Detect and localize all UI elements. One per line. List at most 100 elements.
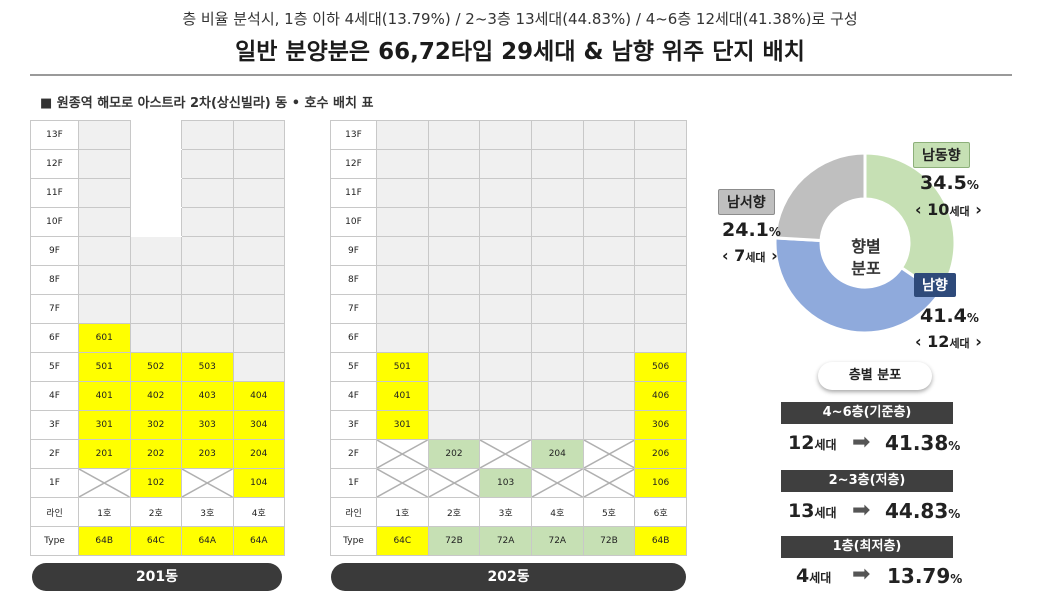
no-unit-x-icon [584, 469, 635, 497]
unit-cell-empty [479, 149, 532, 179]
no-unit-x-icon [532, 469, 583, 497]
unit-cell-empty [530, 207, 584, 237]
page-title: 일반 분양분은 66,72타입 29세대 & 남향 위주 단지 배치 [235, 39, 805, 65]
unit-cell: 404 [232, 381, 285, 411]
count-south-value: 12 [927, 332, 950, 351]
floor-count-mid-unit: 세대 [814, 438, 837, 452]
unit-cell-empty [582, 265, 636, 295]
unit-cell-empty [376, 294, 429, 324]
floor-label: 8F [30, 265, 79, 295]
unit-cell-empty [530, 149, 584, 179]
line-label: 6호 [634, 497, 687, 527]
type-row: Type 64B 64C 64A 64A [30, 526, 285, 556]
unit-cell-empty [479, 352, 532, 382]
line-label: 3호 [479, 497, 532, 527]
unit-cell-empty [232, 265, 285, 295]
floor-pct-mid-unit: % [948, 439, 961, 453]
floor-row: 9F [330, 236, 687, 266]
unit-cell: 306 [634, 410, 687, 440]
unit-cell-none [181, 468, 234, 498]
unit-cell-empty [530, 352, 584, 382]
floor-label: 8F [330, 265, 377, 295]
unit-cell-empty [530, 120, 584, 150]
unit-cell: 106 [634, 468, 687, 498]
donut-title-text: 향별 분포 [851, 237, 881, 278]
unit-cell-empty [582, 323, 636, 353]
floor-label: 10F [30, 207, 79, 237]
count-southeast-value: 10 [927, 200, 950, 219]
floor-row: 11F [30, 178, 285, 208]
unit-cell-none [376, 468, 429, 498]
type-cell: 72B [427, 526, 481, 556]
floor-bar-low: 2~3층(저층) [781, 470, 953, 492]
floor-row: 12F [30, 149, 285, 179]
unit-cell-empty [530, 410, 584, 440]
unit-cell-empty [479, 323, 532, 353]
floor-label: 11F [30, 178, 79, 208]
floor-row: 2F 201 202 203 204 [30, 439, 285, 469]
unit-cell-empty [181, 149, 234, 179]
no-unit-x-icon [182, 469, 233, 497]
line-row-label: 라인 [330, 497, 377, 527]
section-label: ■ 원종역 해모로 아스트라 2차(상신빌라) 동 • 호수 배치 표 [40, 96, 374, 111]
unit-cell: 401 [376, 381, 429, 411]
type-cell: 72A [479, 526, 532, 556]
unit-cell-none [582, 439, 636, 469]
unit-cell-empty [427, 352, 481, 382]
pct-southeast: 34.5% [920, 172, 979, 194]
unit-cell-empty [78, 178, 131, 208]
floor-label: 4F [30, 381, 79, 411]
floor-label: 1F [30, 468, 79, 498]
unit-cell-empty [376, 265, 429, 295]
donut-center-title: 향별 분포 [845, 236, 887, 280]
floor-label: 7F [330, 294, 377, 324]
line-row-label: 라인 [30, 497, 79, 527]
floor-label: 3F [330, 410, 377, 440]
floor-count-low-unit: 세대 [814, 506, 837, 520]
floor-row: 4F 401 406 [330, 381, 687, 411]
type-cell: 64B [634, 526, 687, 556]
unit-cell-empty [530, 236, 584, 266]
unit-cell-empty [530, 323, 584, 353]
floor-row: 1F 102 104 [30, 468, 285, 498]
type-cell: 72A [530, 526, 584, 556]
unit-cell-empty [479, 294, 532, 324]
type-row-label: Type [30, 526, 79, 556]
unit-cell-none [530, 468, 584, 498]
unit-cell-empty [582, 178, 636, 208]
unit-cell-empty [376, 149, 429, 179]
no-unit-x-icon [79, 469, 130, 497]
unit-cell-empty [181, 120, 234, 150]
line-label: 4호 [530, 497, 584, 527]
unit-cell: 202 [129, 439, 182, 469]
count-southeast: ‹ 10세대 › [915, 200, 982, 219]
unit-cell-empty [129, 294, 182, 324]
unit-cell-empty [479, 410, 532, 440]
floor-label: 6F [330, 323, 377, 353]
floor-count-lowest-unit: 세대 [809, 571, 832, 585]
floor-label: 5F [30, 352, 79, 382]
unit-cell-empty [376, 178, 429, 208]
arrow-right-icon: ➡ [852, 498, 871, 523]
unit-cell-empty [479, 236, 532, 266]
floor-row: 13F [30, 120, 285, 150]
floor-count-lowest: 4세대 [796, 565, 831, 587]
unit-cell-empty [129, 207, 182, 237]
type-row-label: Type [330, 526, 377, 556]
floor-count-low-value: 13 [788, 500, 815, 522]
type-row: Type 64C 72B 72A 72A 72B 64B [330, 526, 687, 556]
unit-cell-empty [232, 323, 285, 353]
floor-label: 13F [330, 120, 377, 150]
floor-label: 10F [330, 207, 377, 237]
unit-cell-empty [181, 207, 234, 237]
floor-count-mid: 12세대 [788, 432, 837, 454]
unit-cell-empty [376, 120, 429, 150]
count-southeast-unit: 세대 [949, 205, 970, 218]
unit-cell: 501 [376, 352, 429, 382]
type-cell: 72B [582, 526, 636, 556]
building-201-label: 201동 [32, 563, 282, 591]
floor-label: 11F [330, 178, 377, 208]
floor-label: 1F [330, 468, 377, 498]
unit-cell: 204 [530, 439, 584, 469]
unit-cell: 601 [78, 323, 131, 353]
